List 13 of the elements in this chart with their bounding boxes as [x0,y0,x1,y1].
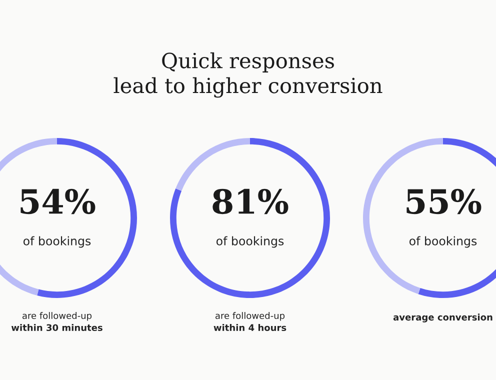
data-label: 54% [20,188,96,214]
donut-slice [170,138,330,298]
text: Quick responses lead to higher conversion [114,52,382,98]
text: average conversion [393,314,492,322]
text: of bookings [409,236,477,248]
data-label: 55% [406,188,482,214]
text: of bookings [216,236,284,248]
data-label: 81% [212,188,288,214]
text: are followed-up [216,312,285,321]
text: are followed-up [22,312,92,321]
text: within 4 hours [214,324,286,332]
text: within 30 minutes [11,324,102,332]
text: of bookings [23,236,91,248]
